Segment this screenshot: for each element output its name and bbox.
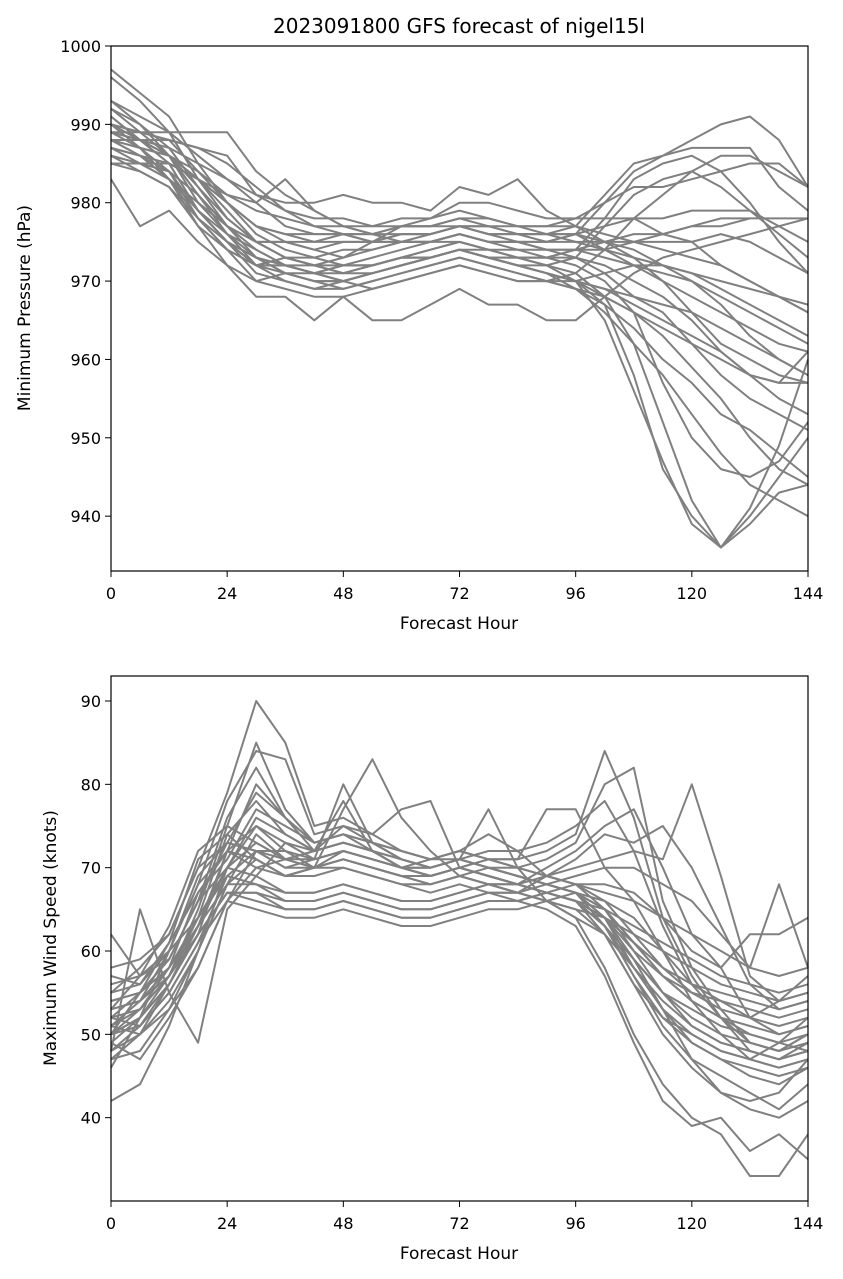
pressure-x-tick-label: 72 [449, 584, 469, 603]
wind-x-tick-label: 120 [677, 1214, 708, 1233]
pressure-x-tick-label: 144 [793, 584, 824, 603]
wind-series-line-31 [110, 891, 809, 1052]
pressure-series-group [110, 68, 809, 549]
wind-y-tick-label: 40 [81, 1109, 101, 1128]
wind-ticks: 0 24 48 72 96 120 144 40 50 60 70 80 90 [81, 692, 824, 1233]
wind-series-line-24 [110, 766, 809, 1052]
wind-y-tick-label: 80 [81, 775, 101, 794]
wind-y-tick-label: 60 [81, 942, 101, 961]
wind-series-line-27 [110, 783, 809, 1002]
pressure-x-tick-label: 48 [333, 584, 353, 603]
pressure-series-line-27 [110, 123, 809, 314]
pressure-y-tick-label: 970 [70, 272, 101, 291]
pressure-y-tick-label: 1000 [60, 37, 101, 56]
pressure-series-line-23 [110, 123, 809, 306]
wind-x-tick-label: 0 [106, 1214, 116, 1233]
wind-y-tick-label: 90 [81, 692, 101, 711]
wind-x-tick-label: 48 [333, 1214, 353, 1233]
pressure-series-line-13 [110, 123, 809, 322]
pressure-x-tick-label: 96 [565, 584, 585, 603]
wind-y-tick-label: 50 [81, 1025, 101, 1044]
pressure-x-axis-label: Forecast Hour [400, 614, 518, 634]
wind-x-tick-label: 72 [449, 1214, 469, 1233]
pressure-x-tick-label: 0 [106, 584, 116, 603]
pressure-y-tick-label: 940 [70, 507, 101, 526]
wind-series-group [110, 700, 809, 1177]
pressure-series-line-30 [111, 139, 750, 251]
pressure-y-axis-label: Minimum Pressure (hPa) [15, 205, 35, 411]
wind-x-tick-label: 24 [217, 1214, 237, 1233]
pressure-x-tick-label: 120 [677, 584, 708, 603]
wind-x-tick-label: 144 [793, 1214, 824, 1233]
pressure-x-tick-label: 24 [217, 584, 237, 603]
pressure-y-tick-label: 960 [70, 350, 101, 369]
wind-x-axis-label: Forecast Hour [400, 1244, 518, 1264]
pressure-ticks: 0 24 48 72 96 120 144 940 950 960 970 980 990 1000 [60, 37, 823, 603]
pressure-y-tick-label: 950 [70, 429, 101, 448]
pressure-series-line-31 [110, 154, 809, 384]
pressure-y-tick-label: 990 [70, 115, 101, 134]
pressure-panel: 2023091800 GFS forecast of nigel15l 0 24 4… [15, 14, 823, 634]
wind-series-line-30 [110, 891, 809, 1052]
pressure-y-tick-label: 980 [70, 194, 101, 213]
pressure-series-line-22 [111, 131, 809, 384]
wind-y-tick-label: 70 [81, 859, 101, 878]
wind-panel: 0 24 48 72 96 120 144 40 50 60 70 80 90 Forecast Hou… [41, 675, 824, 1264]
wind-series-line-23 [110, 750, 809, 1061]
wind-y-axis-label: Maximum Wind Speed (knots) [41, 810, 61, 1066]
wind-x-tick-label: 96 [565, 1214, 585, 1233]
chart-title: 2023091800 GFS forecast of nigel15l [273, 14, 645, 38]
pressure-series-line-28 [110, 100, 809, 376]
